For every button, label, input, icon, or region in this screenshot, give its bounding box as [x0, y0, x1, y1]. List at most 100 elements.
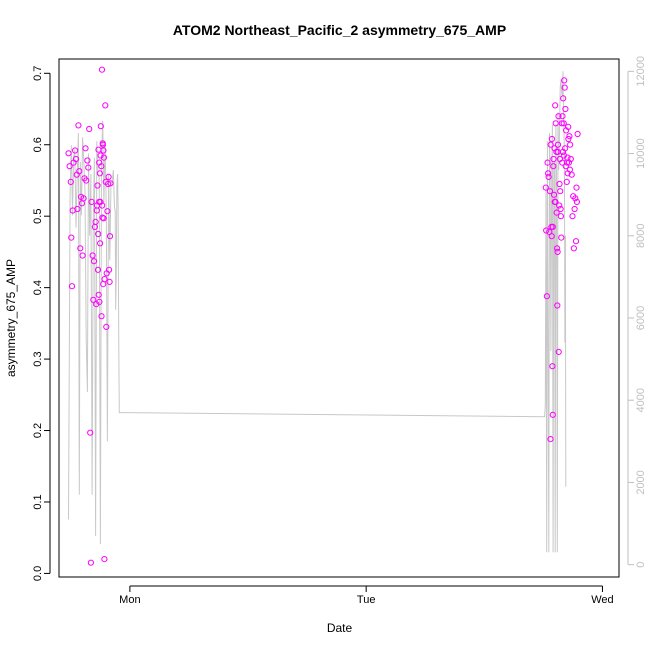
data-point	[573, 184, 580, 191]
data-point	[545, 170, 552, 177]
y2-tick-label: 8000	[635, 224, 647, 248]
x-tick-label: Wed	[591, 594, 613, 606]
data-point	[86, 125, 93, 133]
data-point	[556, 180, 563, 188]
y2-tick-label: 0	[635, 562, 647, 568]
data-point	[90, 258, 98, 265]
data-point	[97, 152, 104, 159]
data-point	[555, 113, 562, 120]
data-point	[566, 166, 574, 173]
data-point	[554, 302, 561, 309]
data-point	[66, 163, 73, 170]
data-point	[99, 202, 106, 209]
y-tick-label: 0.2	[32, 423, 44, 438]
data-point	[548, 135, 556, 143]
data-point	[90, 296, 97, 303]
data-point	[95, 146, 102, 153]
data-point	[542, 184, 549, 191]
y-tick-label: 0.1	[32, 494, 44, 509]
data-point	[555, 348, 562, 355]
data-point	[104, 208, 111, 215]
data-point	[98, 66, 106, 73]
y2-tick-label: 2000	[635, 470, 647, 494]
y-tick-label: 0.6	[32, 137, 44, 152]
data-point	[561, 84, 568, 91]
data-point	[572, 238, 580, 245]
right-axis-series-layer	[68, 71, 567, 553]
data-point	[100, 281, 107, 288]
data-point	[550, 163, 557, 170]
chart-title: ATOM2 Northeast_Pacific_2 asymmetry_675_…	[173, 22, 506, 38]
data-point	[95, 291, 102, 298]
axes-group: 0.0 0.1 0.2 0.3 0.4 0.5 0.6 0.7 0 2000 4000 6000 800…	[32, 56, 647, 606]
data-point	[99, 141, 107, 148]
data-point	[557, 205, 564, 213]
data-point	[573, 198, 581, 205]
data-point	[89, 252, 96, 259]
data-point	[550, 155, 557, 163]
data-point	[574, 130, 581, 138]
data-point	[77, 245, 84, 252]
data-point	[572, 195, 579, 202]
data-point	[105, 173, 112, 180]
data-point	[74, 205, 81, 213]
data-point	[85, 164, 92, 171]
data-point	[97, 198, 104, 205]
data-point	[96, 170, 104, 177]
data-point	[558, 120, 565, 127]
data-point	[65, 150, 72, 157]
data-point	[98, 313, 105, 320]
x-tick-label: Tue	[357, 594, 376, 606]
data-point	[554, 245, 561, 252]
data-point	[565, 123, 572, 131]
data-point	[106, 278, 113, 285]
data-point	[561, 77, 568, 84]
data-point	[556, 202, 563, 209]
secondary-series-line	[68, 71, 567, 553]
data-point	[543, 293, 551, 300]
data-point	[84, 157, 91, 164]
data-point	[106, 233, 114, 240]
y-tick-label: 0.3	[32, 351, 44, 366]
x-axis-label: Date	[327, 621, 353, 635]
data-point	[72, 155, 80, 163]
data-point	[80, 195, 87, 202]
data-point	[94, 182, 101, 189]
data-point	[554, 141, 562, 148]
data-point	[554, 248, 561, 255]
data-point	[87, 429, 94, 436]
data-point	[552, 120, 559, 127]
data-point	[102, 102, 109, 109]
data-point	[567, 155, 574, 163]
data-point	[549, 223, 556, 230]
data-point	[72, 147, 79, 154]
data-point	[67, 178, 74, 185]
y-axis-label: asymmetry_675_AMP	[4, 259, 18, 377]
data-point	[566, 133, 573, 140]
y-tick-label: 0.7	[32, 66, 44, 81]
y-tick-label: 0.0	[32, 566, 44, 581]
data-point	[559, 159, 566, 166]
data-point	[553, 209, 560, 216]
data-point	[99, 214, 106, 221]
data-points-layer	[65, 66, 581, 566]
data-point	[557, 213, 565, 220]
data-point	[83, 177, 90, 184]
data-point	[76, 168, 83, 175]
data-point	[558, 234, 565, 241]
y2-tick-label: 12000	[635, 56, 647, 87]
data-point	[547, 436, 554, 443]
data-point	[544, 159, 551, 166]
data-point	[549, 363, 556, 370]
x-tick-label: Mon	[119, 594, 140, 606]
data-point	[567, 141, 574, 148]
data-point	[101, 556, 108, 563]
data-point	[545, 173, 552, 180]
data-point	[570, 245, 578, 252]
data-point	[571, 205, 578, 213]
data-point	[552, 102, 559, 109]
data-point	[562, 145, 569, 152]
data-point	[107, 180, 114, 187]
data-point	[569, 213, 576, 220]
y-tick-label: 0.5	[32, 209, 44, 224]
